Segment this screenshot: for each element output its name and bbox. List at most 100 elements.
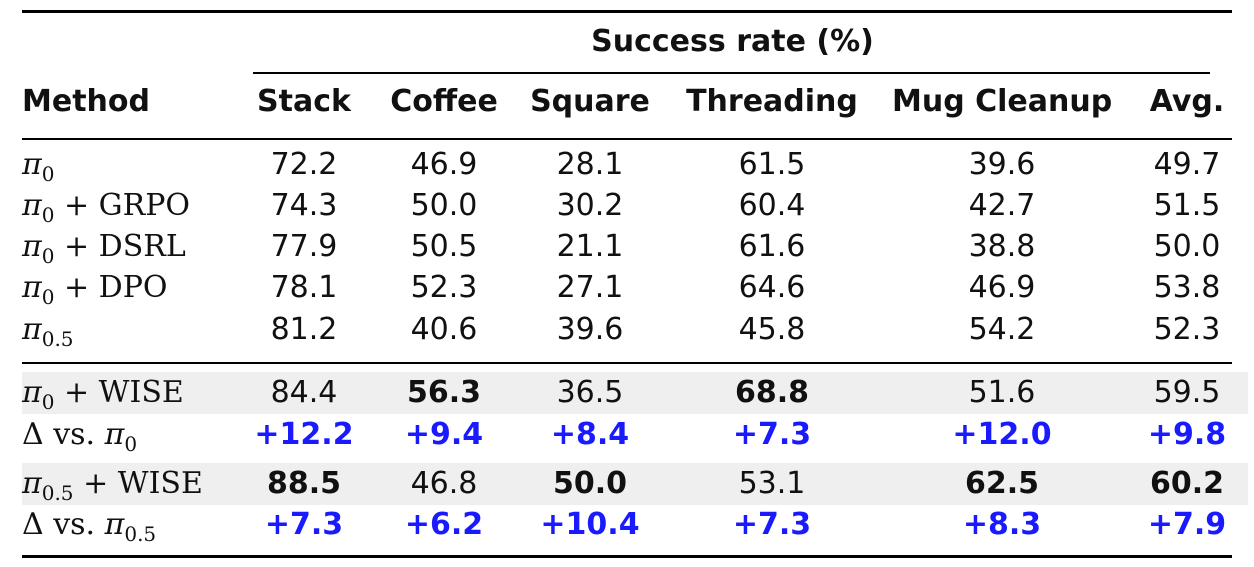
delta-cell: +9.4 [404,417,484,452]
value-cell: 77.9 [270,229,338,264]
header-rule [22,138,1232,140]
pi-symbol: π [22,312,42,347]
method-cell: π0 + DSRL [22,226,242,268]
method-header: Method [22,84,150,119]
pi-symbol: π [22,229,42,264]
value-cell: 54.2 [968,312,1036,347]
bottom-rule [22,555,1232,558]
pi-subscript: 0.5 [124,522,157,546]
value-cell: 51.6 [968,375,1036,410]
column-header: Threading [686,84,858,119]
method-cell: π0.5 + WISE [22,463,242,505]
delta-label-cell: Δ vs. π0.5 [22,504,242,546]
pi-symbol: π [104,417,125,452]
value-cell: 51.5 [1153,188,1221,223]
pi-subscript: 0.5 [41,327,74,351]
pi-symbol: π [104,507,125,542]
value-cell: 46.8 [410,466,478,501]
value-cell: 30.2 [556,188,624,223]
method-suffix: + WISE [73,466,203,501]
value-cell: 27.1 [556,270,624,305]
value-cell: 64.6 [738,270,806,305]
value-cell: 39.6 [556,312,624,347]
value-cell: 46.9 [410,147,478,182]
column-header: Stack [257,84,351,119]
delta-prefix: Δ vs. [22,507,105,542]
pi-symbol: π [22,188,42,223]
value-cell: 59.5 [1153,375,1221,410]
delta-cell: +8.4 [550,417,630,452]
value-cell: 50.0 [1153,229,1221,264]
value-cell: 53.8 [1153,270,1221,305]
group-header-rule [253,72,1210,74]
delta-cell: +10.4 [540,507,640,542]
pi-subscript: 0.5 [41,481,74,505]
highlight-band [22,372,1248,414]
pi-symbol: π [22,270,42,305]
top-rule [22,10,1232,13]
method-suffix: + WISE [54,375,184,410]
value-cell: 62.5 [964,466,1040,501]
column-header: Square [530,84,650,119]
column-header: Coffee [390,84,498,119]
delta-prefix: Δ vs. [22,417,105,452]
value-cell: 88.5 [266,466,342,501]
value-cell: 28.1 [556,147,624,182]
value-cell: 38.8 [968,229,1036,264]
value-cell: 40.6 [410,312,478,347]
value-cell: 52.3 [1153,312,1221,347]
value-cell: 45.8 [738,312,806,347]
delta-cell: +9.8 [1147,417,1227,452]
highlight-band [22,463,1248,505]
value-cell: 52.3 [410,270,478,305]
method-cell: π0 [22,144,242,186]
pi-symbol: π [22,466,42,501]
method-suffix: + DPO [54,270,168,305]
method-cell: π0 + GRPO [22,185,242,227]
delta-cell: +7.9 [1147,507,1227,542]
pi-subscript: 0 [124,432,138,456]
pi-subscript: 0 [41,162,55,186]
pi-subscript: 0 [41,285,55,309]
pi-subscript: 0 [41,244,55,268]
value-cell: 21.1 [556,229,624,264]
column-header: Mug Cleanup [892,84,1113,119]
value-cell: 78.1 [270,270,338,305]
pi-subscript: 0 [41,203,55,227]
pi-subscript: 0 [41,390,55,414]
value-cell: 84.4 [270,375,338,410]
value-cell: 42.7 [968,188,1036,223]
value-cell: 50.0 [410,188,478,223]
value-cell: 50.0 [552,466,628,501]
value-cell: 53.1 [738,466,806,501]
value-cell: 61.5 [738,147,806,182]
value-cell: 72.2 [270,147,338,182]
value-cell: 50.5 [410,229,478,264]
method-cell: π0 + DPO [22,267,242,309]
column-header: Avg. [1149,84,1225,119]
value-cell: 60.2 [1149,466,1225,501]
pi-symbol: π [22,147,42,182]
method-suffix: + GRPO [54,188,190,223]
value-cell: 81.2 [270,312,338,347]
delta-cell: +12.0 [952,417,1052,452]
value-cell: 39.6 [968,147,1036,182]
delta-cell: +12.2 [254,417,354,452]
delta-label-cell: Δ vs. π0 [22,414,242,456]
value-cell: 36.5 [556,375,624,410]
method-cell: π0 + WISE [22,372,242,414]
pi-symbol: π [22,375,42,410]
value-cell: 74.3 [270,188,338,223]
value-cell: 46.9 [968,270,1036,305]
method-suffix: + DSRL [54,229,186,264]
group-header: Success rate (%) [591,24,874,59]
value-cell: 68.8 [734,375,810,410]
delta-cell: +8.3 [962,507,1042,542]
value-cell: 49.7 [1153,147,1221,182]
value-cell: 56.3 [406,375,482,410]
value-cell: 61.6 [738,229,806,264]
delta-cell: +7.3 [732,417,812,452]
delta-cell: +7.3 [732,507,812,542]
mid-rule [22,362,1232,364]
delta-cell: +6.2 [404,507,484,542]
